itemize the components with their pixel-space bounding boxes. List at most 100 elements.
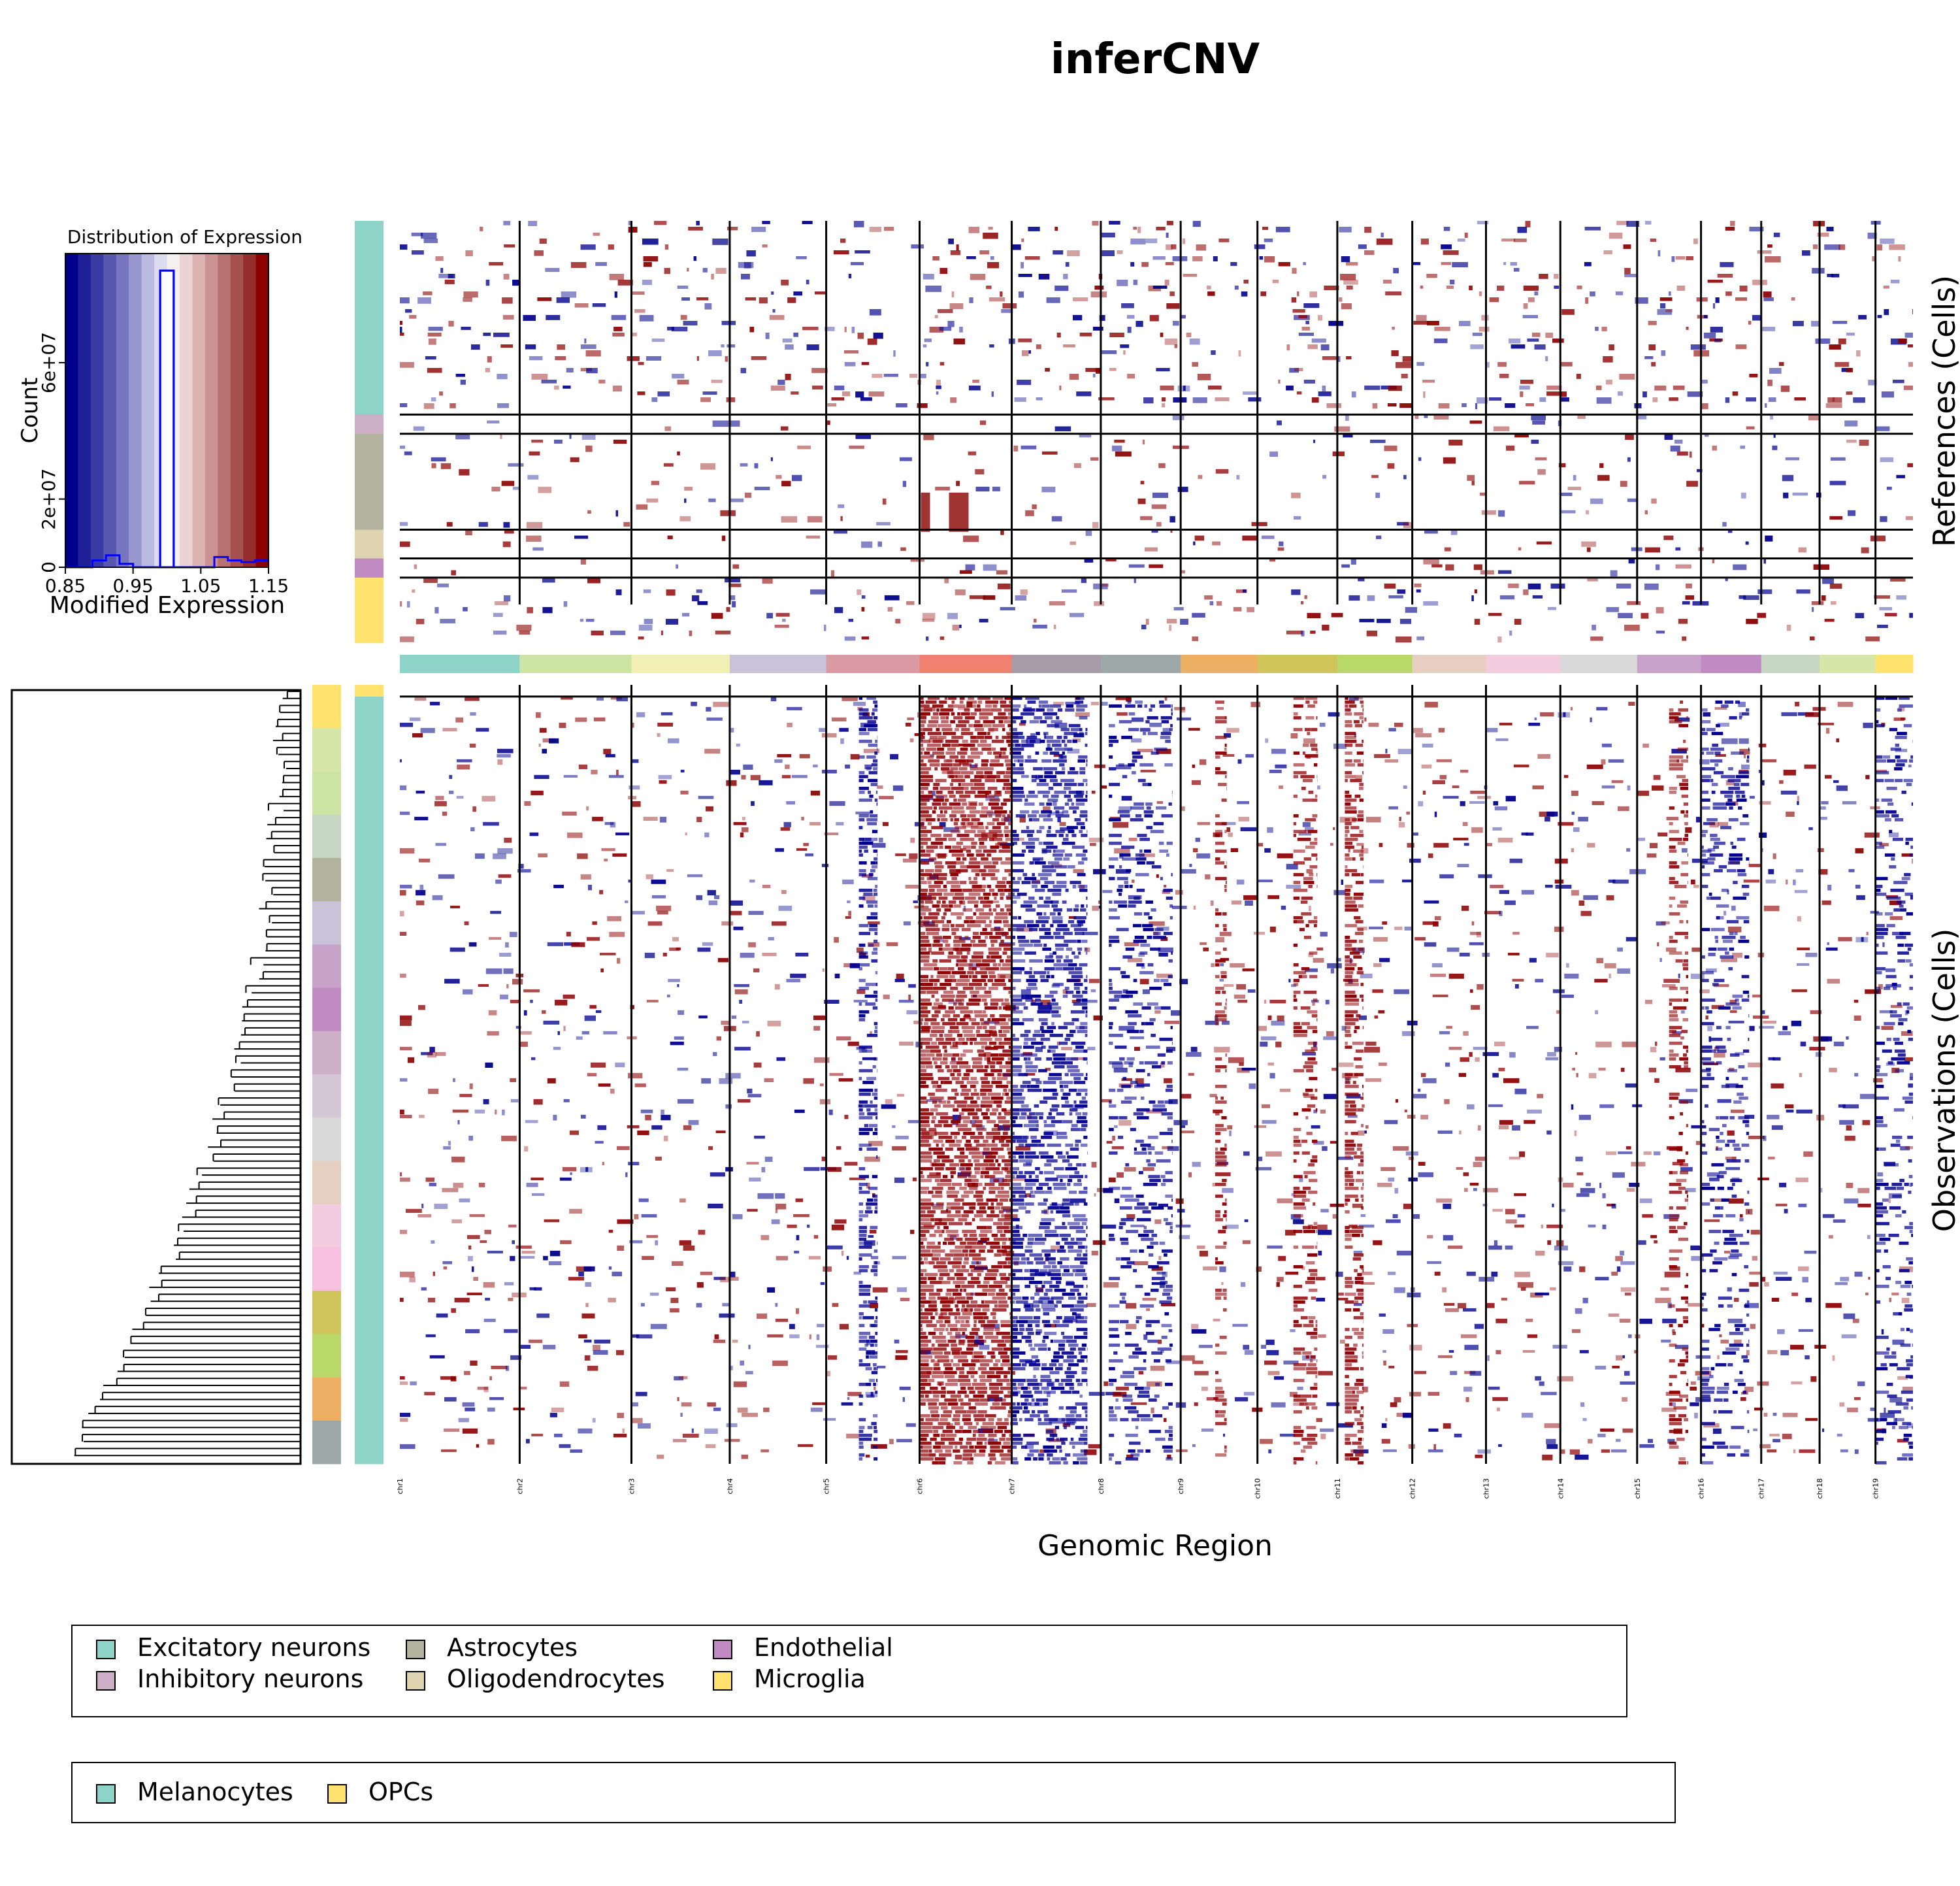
observation-cnv-segment <box>945 1229 958 1233</box>
observation-cnv-segment <box>943 892 955 896</box>
observation-cnv-segment <box>968 876 972 880</box>
reference-cnv-segment <box>531 439 544 443</box>
observation-cnv-segment <box>960 731 973 735</box>
observation-cnv-segment <box>559 722 566 729</box>
observation-cnv-segment <box>925 1045 939 1049</box>
observation-cnv-segment <box>1488 1245 1503 1250</box>
reference-cnv-segment <box>1783 492 1789 499</box>
observation-cnv-segment <box>983 1139 988 1143</box>
reference-cnv-segment <box>1740 492 1746 499</box>
observation-cnv-segment <box>725 1072 741 1079</box>
reference-cnv-segment <box>884 227 894 231</box>
observation-cnv-segment <box>877 1365 886 1368</box>
observation-cnv-segment <box>953 1002 957 1006</box>
observation-cnv-segment <box>1539 1381 1544 1386</box>
observation-cnv-segment <box>1767 1114 1780 1119</box>
observation-cnv-segment <box>973 1088 977 1092</box>
observation-cnv-segment <box>984 1072 994 1076</box>
observation-cnv-segment <box>1365 816 1381 823</box>
reference-cnv-segment <box>1364 227 1372 233</box>
reference-cnv-segment <box>1092 374 1096 378</box>
observation-cnv-segment <box>1267 895 1280 899</box>
observation-cnv-segment <box>1654 1240 1658 1244</box>
observation-cnv-segment <box>767 1287 776 1293</box>
chromosome-swatch <box>919 655 1013 673</box>
observation-cnv-segment <box>1707 1025 1713 1031</box>
observation-cnv-segment <box>1088 837 1104 842</box>
observation-cnv-segment <box>1674 717 1690 722</box>
reference-cnv-segment <box>1018 274 1032 277</box>
reference-cnv-segment <box>725 356 728 362</box>
observation-cnv-segment <box>1303 738 1316 744</box>
observation-cnv-segment <box>1790 1344 1804 1350</box>
observation-cnv-segment <box>489 1397 504 1400</box>
observation-cnv-segment <box>926 1323 937 1327</box>
observation-cnv-segment <box>919 1045 923 1049</box>
observation-cnv-segment <box>1396 1250 1413 1256</box>
observation-cnv-segment <box>919 939 930 943</box>
observation-cnv-segment <box>1353 1302 1362 1306</box>
observation-cnv-segment <box>985 1166 1000 1170</box>
reference-cnv-segment <box>1686 327 1689 330</box>
observation-cnv-segment <box>1043 806 1051 812</box>
observation-cnv-segment <box>667 738 679 744</box>
observation-cnv-segment <box>1288 978 1291 983</box>
reference-cnv-segment <box>1051 516 1062 521</box>
observation-cnv-segment <box>1008 990 1012 994</box>
observation-cnv-segment <box>1639 1444 1655 1448</box>
observation-cnv-segment <box>635 1391 647 1397</box>
reference-cnv-segment <box>1488 397 1502 401</box>
observation-cnv-segment <box>497 748 514 753</box>
observation-cnv-segment <box>1717 722 1729 727</box>
reference-cnv-segment <box>704 303 712 310</box>
reference-cnv-segment <box>860 397 872 401</box>
observation-cnv-segment <box>973 1010 983 1014</box>
observation-cnv-segment <box>659 816 667 823</box>
observation-cnv-segment <box>947 770 960 774</box>
observation-cnv-segment <box>1469 1370 1482 1376</box>
reference-cnv-segment <box>1703 315 1708 318</box>
reference-cnv-segment <box>1307 612 1321 619</box>
observation-cnv-segment <box>946 919 951 923</box>
observation-cnv-segment <box>629 1240 643 1244</box>
reference-cnv-segment <box>1749 374 1758 378</box>
reference-cnv-segment <box>1156 368 1170 372</box>
reference-cnv-segment <box>725 577 741 583</box>
observation-cnv-segment <box>491 1365 508 1370</box>
observation-cnv-segment <box>429 1046 435 1053</box>
observation-cnv-segment <box>960 1084 967 1088</box>
reference-cnv-segment <box>1102 233 1115 238</box>
observation-cnv-segment <box>1714 984 1729 987</box>
observation-cnv-segment <box>1003 782 1012 786</box>
observation-cnv-segment <box>987 786 998 790</box>
observation-cnv-segment <box>961 1284 975 1288</box>
observation-cnv-segment <box>1219 978 1224 982</box>
observation-cnv-segment <box>987 731 990 735</box>
observation-cnv-segment <box>1795 1177 1808 1182</box>
observation-cnv-segment <box>1318 1229 1332 1235</box>
observation-cnv-segment <box>670 1041 684 1046</box>
observation-cnv-segment <box>1115 869 1130 874</box>
observation-cnv-segment <box>553 1046 561 1050</box>
reference-cnv-segment <box>1137 498 1146 505</box>
reference-cnv-segment <box>1675 547 1681 551</box>
observation-cnv-segment <box>1912 858 1913 864</box>
observation-cnv-segment <box>427 1297 436 1302</box>
reference-cnv-segment <box>712 239 728 245</box>
observation-cnv-segment <box>1690 1381 1696 1385</box>
reference-cnv-segment <box>806 344 819 350</box>
observation-cnv-segment <box>1005 895 1021 899</box>
observation-cnv-segment <box>970 1300 978 1304</box>
observation-cnv-segment <box>661 1109 664 1115</box>
observation-cnv-segment <box>1004 888 1012 892</box>
reference-cnv-segment <box>1585 297 1589 304</box>
observation-cnv-segment <box>931 1041 938 1045</box>
observation-cnv-segment <box>456 759 472 763</box>
observation-cnv-segment <box>984 1174 990 1178</box>
observation-cnv-segment <box>1265 738 1269 743</box>
observation-cnv-segment <box>1215 1172 1231 1176</box>
observation-cnv-segment <box>1384 1119 1398 1125</box>
observation-cnv-segment <box>955 1080 964 1084</box>
observation-cnv-segment <box>997 1229 1003 1233</box>
observation-cnv-segment <box>575 717 587 722</box>
